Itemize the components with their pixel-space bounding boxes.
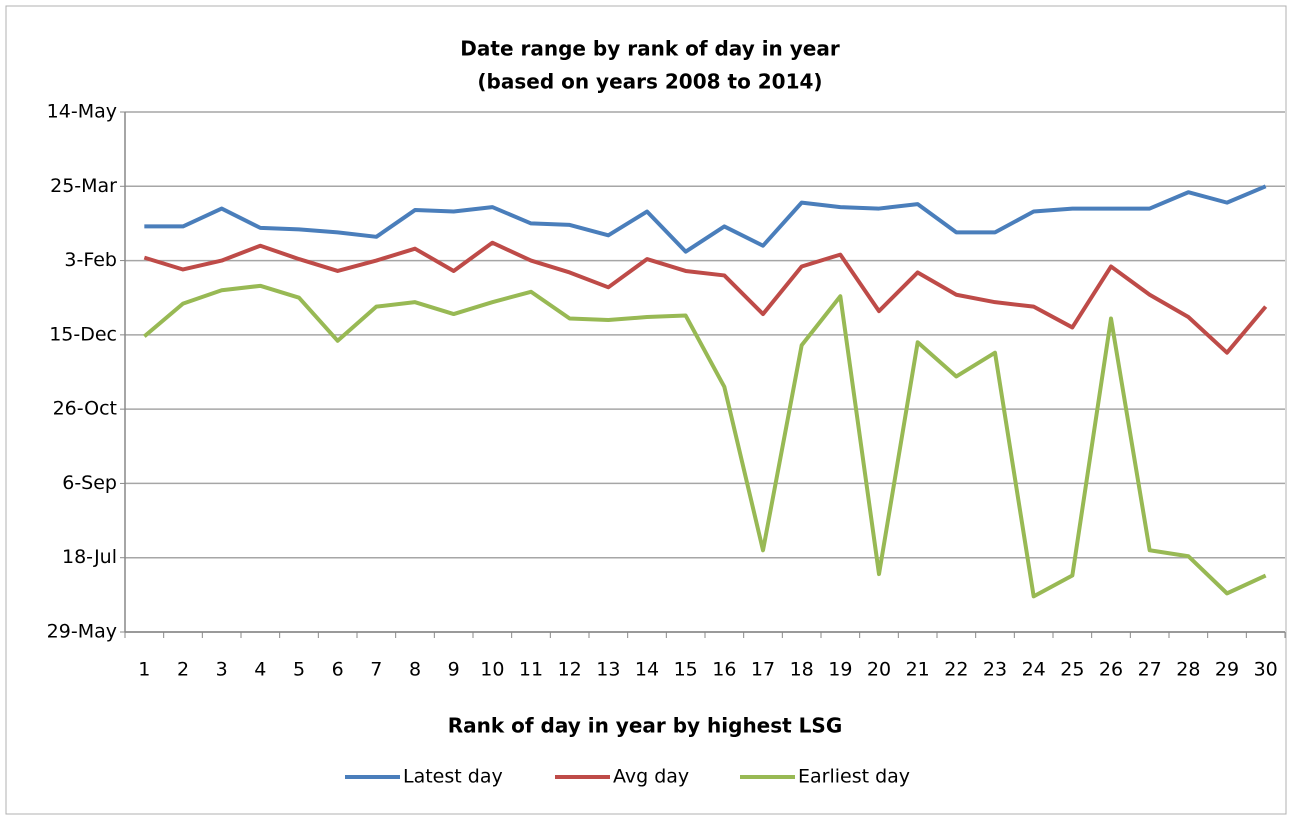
- x-tick-label: 18: [790, 659, 814, 681]
- x-tick-label: 15: [674, 659, 698, 681]
- chart-title: Date range by rank of day in year: [460, 37, 840, 61]
- chart-subtitle: (based on years 2008 to 2014): [477, 70, 822, 94]
- x-tick-label: 29: [1215, 659, 1239, 681]
- x-tick-label: 8: [409, 659, 421, 681]
- legend-label: Earliest day: [798, 766, 910, 788]
- x-tick-label: 26: [1099, 659, 1123, 681]
- legend-label: Latest day: [403, 766, 503, 788]
- x-axis-label: Rank of day in year by highest LSG: [448, 714, 843, 738]
- y-tick-label: 14-May: [47, 101, 117, 123]
- x-tick-label: 21: [906, 659, 930, 681]
- x-tick-label: 30: [1254, 659, 1278, 681]
- y-tick-label: 25-Mar: [50, 175, 117, 197]
- x-tick-label: 4: [254, 659, 266, 681]
- y-tick-label: 3-Feb: [64, 249, 117, 271]
- y-tick-label: 26-Oct: [53, 398, 117, 420]
- y-tick-label: 15-Dec: [49, 323, 117, 345]
- y-tick-label: 18-Jul: [62, 546, 117, 568]
- x-tick-label: 25: [1060, 659, 1084, 681]
- series-line: [143, 240, 1268, 355]
- x-tick-label: 27: [1138, 659, 1162, 681]
- x-tick-label: 5: [293, 659, 305, 681]
- x-tick-label: 20: [867, 659, 891, 681]
- x-tick-label: 28: [1176, 659, 1200, 681]
- x-tick-label: 11: [519, 659, 543, 681]
- x-tick-label: 6: [332, 659, 344, 681]
- x-tick-label: 2: [177, 659, 189, 681]
- x-tick-label: 14: [635, 659, 659, 681]
- x-tick-label: 3: [216, 659, 228, 681]
- chart-border: [5, 5, 1287, 815]
- x-tick-label: 13: [596, 659, 620, 681]
- x-tick-label: 24: [1022, 659, 1046, 681]
- x-tick-label: 9: [448, 659, 460, 681]
- x-tick-label: 16: [712, 659, 736, 681]
- series-line: [143, 283, 1267, 599]
- x-tick-label: 19: [828, 659, 852, 681]
- x-tick-label: 10: [480, 659, 504, 681]
- x-tick-label: 17: [751, 659, 775, 681]
- x-tick-label: 22: [944, 659, 968, 681]
- y-tick-label: 29-May: [47, 621, 117, 643]
- y-tick-label: 6-Sep: [62, 472, 117, 494]
- x-tick-label: 1: [138, 659, 150, 681]
- x-tick-label: 12: [558, 659, 582, 681]
- legend-label: Avg day: [613, 766, 689, 788]
- x-tick-label: 7: [370, 659, 382, 681]
- x-tick-label: 23: [983, 659, 1007, 681]
- series-line: [144, 184, 1267, 254]
